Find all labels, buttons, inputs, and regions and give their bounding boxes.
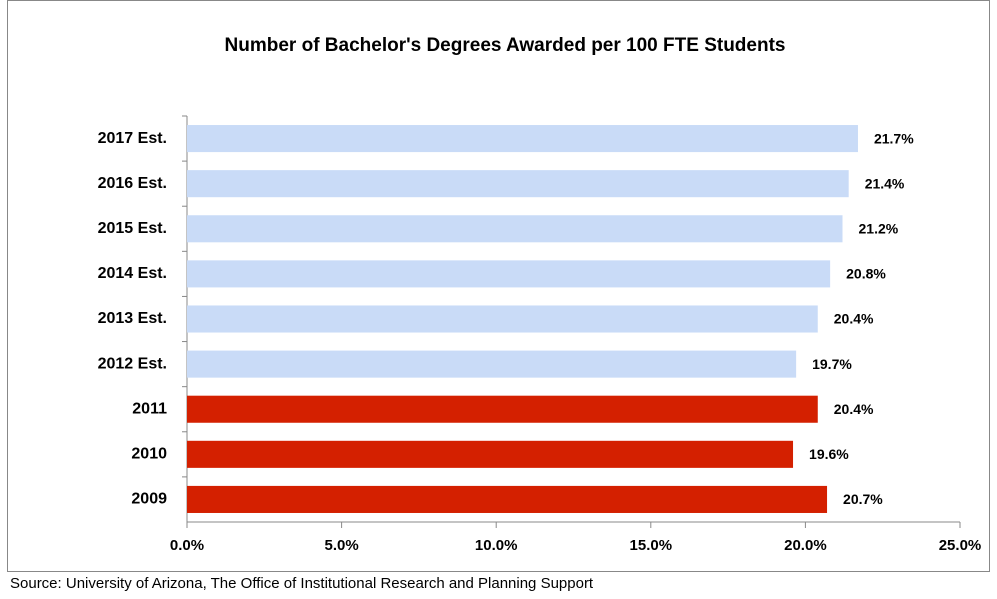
value-label: 20.4%: [834, 311, 874, 327]
bar: [187, 440, 794, 468]
x-tick-label: 15.0%: [630, 537, 673, 554]
bar: [187, 125, 858, 153]
x-tick-label: 20.0%: [784, 537, 827, 554]
source-note: Source: University of Arizona, The Offic…: [10, 575, 594, 592]
y-tick-label: 2017 Est.: [98, 130, 167, 147]
x-tick-label: 0.0%: [170, 537, 204, 554]
y-tick-label: 2010: [131, 446, 167, 463]
value-label: 19.7%: [812, 356, 852, 372]
bar: [187, 215, 843, 243]
x-tick-label: 10.0%: [475, 537, 518, 554]
y-tick-label: 2015 Est.: [98, 220, 167, 237]
bar: [187, 485, 828, 513]
bar: [187, 395, 818, 423]
y-tick-label: 2012 Est.: [98, 355, 167, 372]
value-label: 19.6%: [809, 446, 849, 462]
bar: [187, 350, 797, 378]
value-label: 21.2%: [859, 220, 899, 236]
value-label: 21.7%: [874, 130, 914, 146]
y-tick-label: 2016 Est.: [98, 175, 167, 192]
x-tick-label: 25.0%: [939, 537, 982, 554]
y-tick-label: 2013 Est.: [98, 310, 167, 327]
chart-title: Number of Bachelor's Degrees Awarded per…: [225, 35, 786, 56]
y-tick-label: 2014 Est.: [98, 265, 167, 282]
bar: [187, 170, 849, 198]
bar: [187, 260, 831, 288]
y-tick-label: 2011: [132, 400, 167, 417]
value-label: 20.7%: [843, 491, 883, 507]
value-label: 20.8%: [846, 266, 886, 282]
value-label: 21.4%: [865, 175, 905, 191]
bar: [187, 305, 818, 333]
x-tick-label: 5.0%: [324, 537, 358, 554]
y-tick-label: 2009: [131, 491, 167, 508]
value-label: 20.4%: [834, 401, 874, 417]
chart-frame: [7, 0, 990, 572]
